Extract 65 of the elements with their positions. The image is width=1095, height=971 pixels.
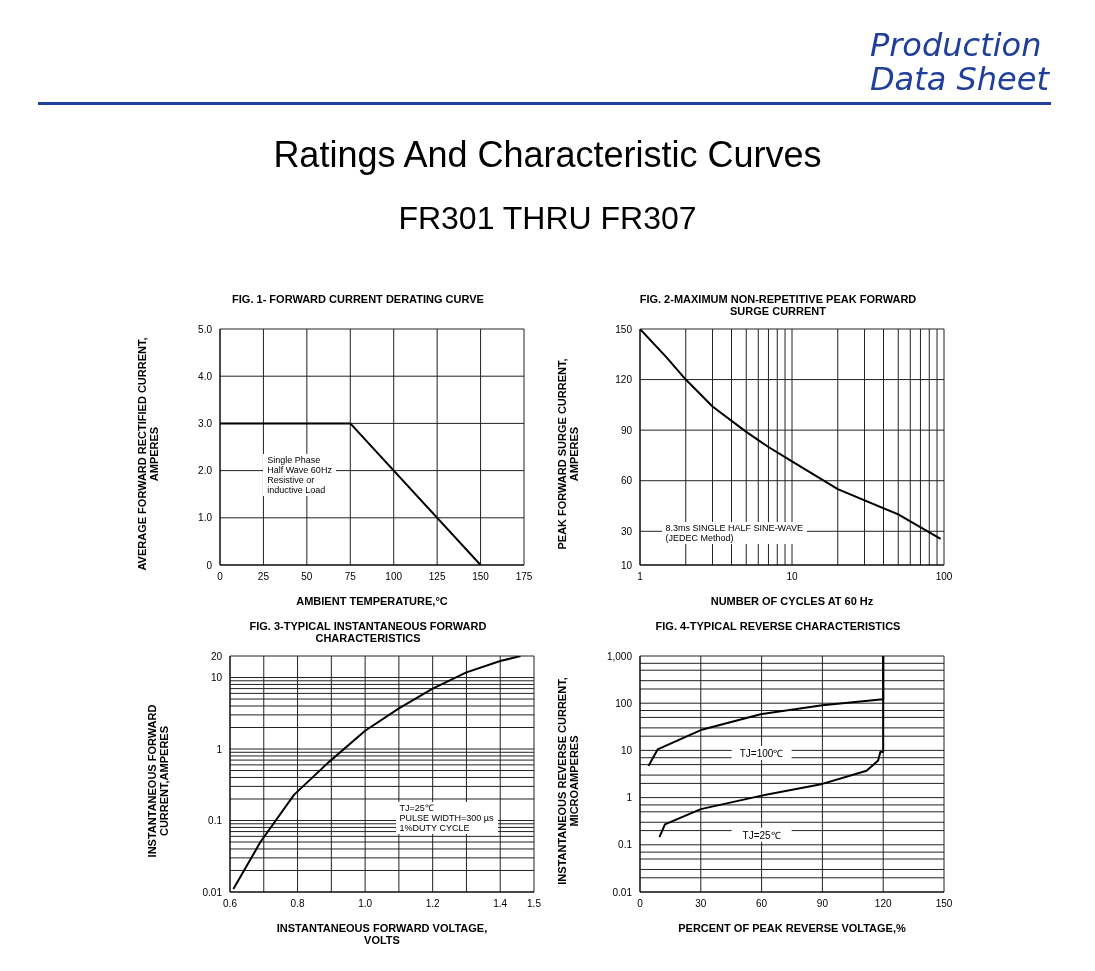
x-axis-title: AMBIENT TEMPERATURE,°C <box>295 595 449 607</box>
x-tick-label: 1.2 <box>425 898 441 910</box>
x-tick-label: 150 <box>935 898 953 910</box>
text: FR301 THRU FR307 <box>397 200 698 237</box>
y-axis-title: AVERAGE FORWARD RECTIFIED CURRENT, AMPERES <box>136 337 160 571</box>
annotation: TJ=25℃ PULSE WIDTH=300 µs 1%DUTY CYCLE <box>399 802 494 833</box>
y-tick-label: 120 <box>615 374 633 386</box>
x-tick-label: 90 <box>816 898 829 910</box>
x-tick-label: 60 <box>756 898 768 910</box>
y-tick-label: 0.1 <box>618 839 633 851</box>
y-tick-label: 2.0 <box>198 465 213 477</box>
y-axis-title: PEAK FORWARD SURGE CURRENT, AMPERES <box>556 358 580 550</box>
annotation: Single Phase Half Wave 60Hz Resistive or inductive Load <box>267 455 332 495</box>
x-axis-title: PERCENT OF PEAK REVERSE VOLTAGE,% <box>677 922 907 934</box>
text: Ratings And Characteristic Curves <box>272 134 823 176</box>
y-tick-label: 150 <box>615 323 633 335</box>
y-tick-label: 1,000 <box>606 650 633 662</box>
x-tick-label: 125 <box>428 571 446 583</box>
chart-title: FIG. 4-TYPICAL REVERSE CHARACTERISTICS <box>654 620 902 632</box>
y-tick-label: 0.01 <box>202 886 223 898</box>
text: TJ=25℃ <box>742 829 781 841</box>
y-tick-label: 60 <box>620 475 633 487</box>
x-tick-label: 1.4 <box>493 898 508 910</box>
x-tick-label: 25 <box>257 571 270 583</box>
x-tick-label: 1.5 <box>527 898 542 910</box>
x-tick-label: 175 <box>515 571 533 583</box>
x-tick-label: 75 <box>344 571 357 583</box>
y-axis-title: INSTANTANEOUS FORWARD CURRENT,AMPERES <box>146 704 170 858</box>
y-tick-label: 0 <box>206 559 213 571</box>
y-tick-label: 90 <box>620 424 633 436</box>
x-axis-title: NUMBER OF CYCLES AT 60 Hz <box>709 595 875 607</box>
x-tick-label: 0.8 <box>290 898 305 910</box>
chart-title: FIG. 2-MAXIMUM NON-REPETITIVE PEAK FORWARD SURGE CURRENT <box>638 293 918 317</box>
chart-title: FIG. 1- FORWARD CURRENT DERATING CURVE <box>231 293 485 305</box>
text: TJ=100℃ <box>739 748 784 760</box>
x-tick-label: 150 <box>472 571 490 583</box>
y-tick-label: 10 <box>620 559 633 571</box>
x-tick-label: 1 <box>637 571 644 583</box>
text: Production Data Sheet <box>869 26 1049 98</box>
x-tick-label: 50 <box>301 571 313 583</box>
y-tick-label: 100 <box>615 697 633 709</box>
x-tick-label: 100 <box>385 571 403 583</box>
x-tick-label: 0.6 <box>223 898 238 910</box>
y-tick-label: 1 <box>626 792 633 804</box>
y-tick-label: 20 <box>210 650 223 662</box>
y-tick-label: 3.0 <box>198 417 213 429</box>
x-tick-label: 10 <box>786 571 798 583</box>
y-tick-label: 1.0 <box>198 512 213 524</box>
x-tick-label: 30 <box>695 898 707 910</box>
annotation: 8.3ms SINGLE HALF SINE-WAVE (JEDEC Method) <box>665 523 804 544</box>
x-tick-label: 120 <box>874 898 892 910</box>
y-axis-title: INSTANTANEOUS REVERSE CURRENT, MICROAMPERES <box>556 677 580 885</box>
y-tick-label: 10 <box>620 744 633 756</box>
y-tick-label: 0.01 <box>612 886 633 898</box>
x-axis-title: INSTANTANEOUS FORWARD VOLTAGE, VOLTS <box>275 922 489 946</box>
y-tick-label: 30 <box>620 525 633 537</box>
y-tick-label: 10 <box>210 672 223 684</box>
y-tick-label: 0.1 <box>208 815 223 827</box>
chart-title: FIG. 3-TYPICAL INSTANTANEOUS FORWARD CHARACTERISTICS <box>248 620 488 644</box>
y-tick-label: 1 <box>216 743 223 755</box>
y-tick-label: 5.0 <box>198 323 213 335</box>
x-tick-label: 1.0 <box>358 898 373 910</box>
y-tick-label: 4.0 <box>198 370 213 382</box>
x-tick-label: 0 <box>637 898 644 910</box>
x-tick-label: 100 <box>935 571 953 583</box>
